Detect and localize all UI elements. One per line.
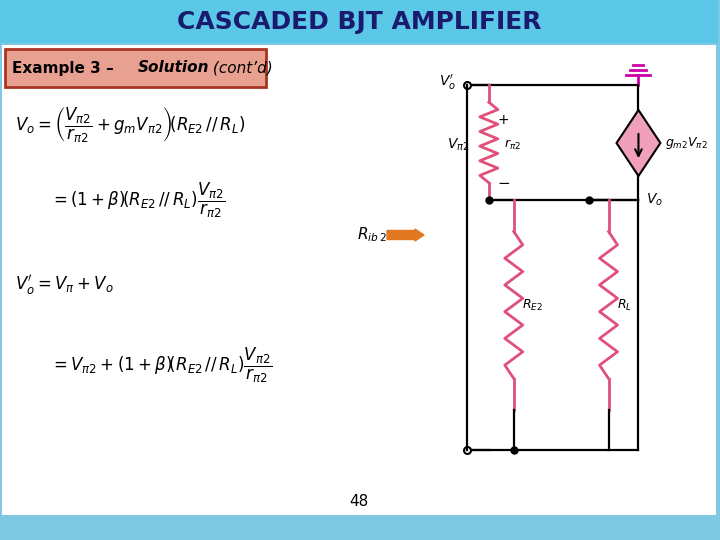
Text: $V_o'$: $V_o'$ xyxy=(439,72,456,92)
FancyBboxPatch shape xyxy=(0,0,719,43)
Text: (cont’d): (cont’d) xyxy=(207,60,272,76)
Text: $+$: $+$ xyxy=(497,113,509,127)
Text: $V_o' = V_\pi + V_o$: $V_o' = V_\pi + V_o$ xyxy=(15,273,114,297)
Text: $V_o$: $V_o$ xyxy=(647,192,663,208)
Text: $= \left(1+\beta\right)\!\left(R_{E2}\,//\,R_L\right)\dfrac{V_{\pi 2}}{r_{\pi 2}: $= \left(1+\beta\right)\!\left(R_{E2}\,/… xyxy=(50,180,225,220)
Text: $r_{\pi 2}$: $r_{\pi 2}$ xyxy=(504,138,521,152)
Text: $g_{m2}V_{\pi 2}$: $g_{m2}V_{\pi 2}$ xyxy=(665,135,708,151)
FancyBboxPatch shape xyxy=(5,49,266,87)
Text: Solution: Solution xyxy=(138,60,210,76)
Polygon shape xyxy=(616,110,660,176)
Text: $= V_{\pi 2} + \left(1+\beta\right)\!\left(R_{E2}\,//\,R_L\right)\dfrac{V_{\pi 2: $= V_{\pi 2} + \left(1+\beta\right)\!\le… xyxy=(50,346,272,384)
Text: $-$: $-$ xyxy=(497,174,510,190)
Text: $R_{E2}$: $R_{E2}$ xyxy=(522,298,543,313)
Text: $V_{\pi 2}$: $V_{\pi 2}$ xyxy=(447,137,469,153)
Text: Example 3 –: Example 3 – xyxy=(12,60,119,76)
Text: $R_{ib\,2}$: $R_{ib\,2}$ xyxy=(357,226,387,244)
Text: 48: 48 xyxy=(349,495,369,510)
FancyArrow shape xyxy=(387,229,424,241)
Text: $V_o = \left(\dfrac{V_{\pi 2}}{r_{\pi 2}} + g_m V_{\pi 2}\right)\!\left(R_{E2}\,: $V_o = \left(\dfrac{V_{\pi 2}}{r_{\pi 2}… xyxy=(15,105,245,145)
Text: $R_L$: $R_L$ xyxy=(616,298,631,313)
FancyBboxPatch shape xyxy=(2,45,716,515)
Text: CASCADED BJT AMPLIFIER: CASCADED BJT AMPLIFIER xyxy=(177,10,541,34)
